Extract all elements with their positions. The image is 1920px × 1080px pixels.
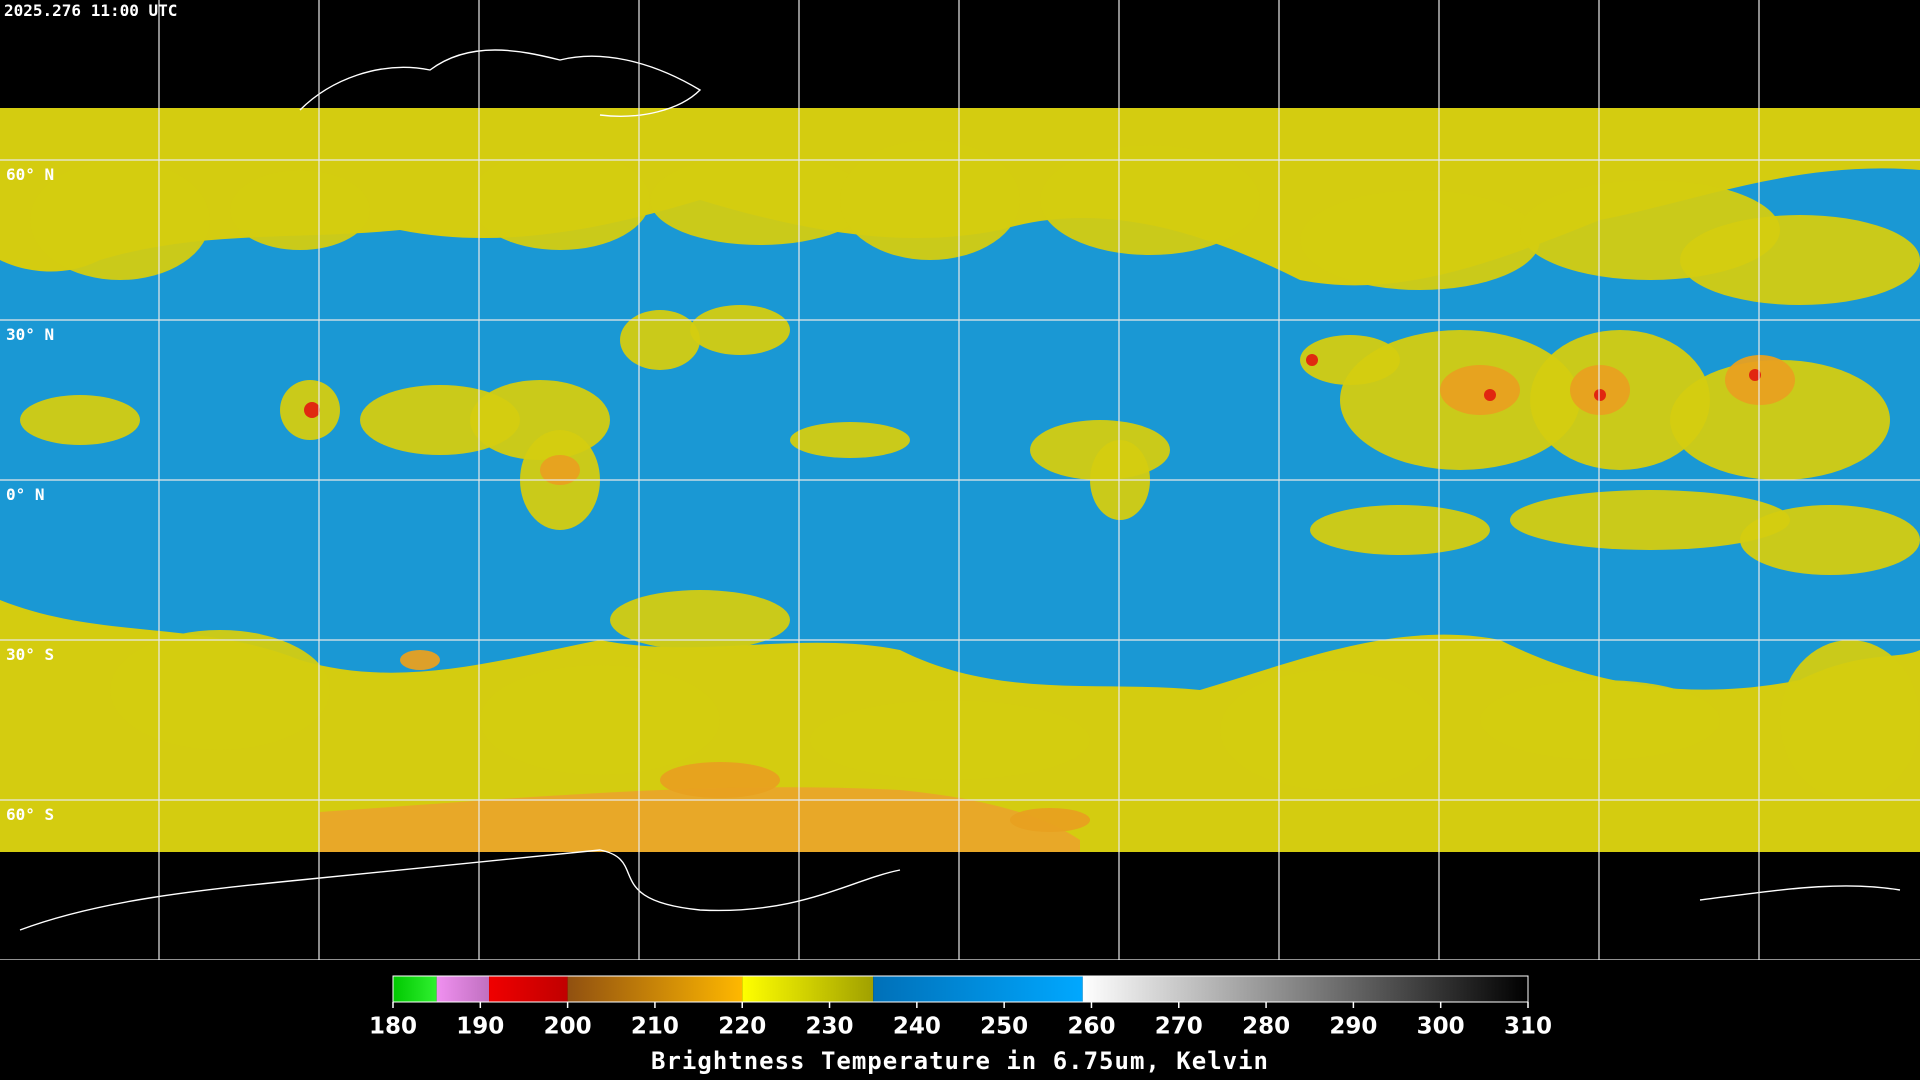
polar-no-data-north	[0, 0, 1920, 108]
colorbar-tick-label: 300	[1417, 1014, 1465, 1040]
cloud-feature	[620, 310, 700, 370]
latitude-label: 60° N	[6, 165, 54, 184]
cloud-feature	[1780, 640, 1920, 800]
colorbar-tick-label: 220	[718, 1014, 766, 1040]
cloud-feature	[1510, 490, 1790, 550]
cloud-feature	[400, 650, 440, 670]
cloud-feature	[1749, 369, 1761, 381]
cloud-feature	[660, 762, 780, 798]
cloud-feature	[810, 700, 1090, 780]
colorbar-segment	[742, 976, 874, 1002]
coastlines	[19, 49, 1901, 931]
colorbar-tick-label: 250	[980, 1014, 1028, 1040]
colorbar-segment	[1082, 976, 1528, 1002]
cloud-feature	[1594, 389, 1606, 401]
timestamp: 2025.276 11:00 UTC	[4, 1, 177, 20]
colorbar-tick-label: 210	[631, 1014, 679, 1040]
cloud-feature	[1010, 808, 1090, 832]
latitude-labels: 60° N 30° N 0° N 30° S 60° S	[6, 165, 54, 824]
colorbar-tick-label: 260	[1067, 1014, 1115, 1040]
colorbar-frame	[392, 975, 1529, 1003]
cloud-feature	[1310, 505, 1490, 555]
latitude-label: 30° N	[6, 325, 54, 344]
cloud-feature	[1300, 190, 1540, 290]
cloud-feature	[480, 665, 720, 775]
cloud-feature	[30, 160, 210, 280]
colorbar-segment	[489, 976, 568, 1002]
colorbar: 180 190 200 210 220 230 240 250 260 270 280 290 300 3…	[369, 975, 1552, 1040]
cloud-feature	[1725, 355, 1795, 405]
cloud-feature	[1484, 389, 1496, 401]
colorbar-segment	[393, 976, 437, 1002]
colorbar-tick-label: 310	[1504, 1014, 1552, 1040]
cloud-feature	[840, 140, 1020, 260]
cloud-feature	[1440, 365, 1520, 415]
cloud-feature	[470, 150, 650, 250]
colorbar-tick-label: 270	[1155, 1014, 1203, 1040]
cloud-feature	[1220, 670, 1440, 790]
latitude-label: 0° N	[6, 485, 45, 504]
cloud-feature	[1670, 360, 1890, 480]
colorbar-segment	[873, 976, 1083, 1002]
latitude-label: 60° S	[6, 805, 54, 824]
colorbar-segment	[567, 976, 743, 1002]
colorbar-segment	[436, 976, 490, 1002]
cloud-feature	[20, 395, 140, 445]
cloud-feature	[690, 305, 790, 355]
cloud-feature	[790, 422, 910, 458]
cloud-feature	[1680, 215, 1920, 305]
colorbar-tick-label: 290	[1329, 1014, 1377, 1040]
colorbar-tick-label: 190	[456, 1014, 504, 1040]
cloud-feature	[1306, 354, 1318, 366]
cloud-feature	[610, 590, 790, 650]
colorbar-tick-label: 280	[1242, 1014, 1290, 1040]
cloud-feature	[1740, 505, 1920, 575]
antarctica-outline-east	[1699, 885, 1901, 901]
cloud-feature	[1480, 680, 1720, 760]
cloud-feature	[1040, 145, 1260, 255]
cloud-feature	[304, 402, 320, 418]
antarctica-outline	[19, 849, 901, 931]
southern-cold-band	[320, 787, 1080, 852]
greenland-outline	[299, 49, 702, 117]
latitude-label: 30° S	[6, 645, 54, 664]
cloud-feature	[110, 630, 330, 750]
colorbar-tick-label: 240	[893, 1014, 941, 1040]
cloud-feature	[540, 455, 580, 485]
cloud-feature	[650, 155, 870, 245]
polar-no-data-south	[0, 852, 1920, 960]
colorbar-tick-label: 230	[806, 1014, 854, 1040]
colorbar-tick-label: 200	[544, 1014, 592, 1040]
cloud-feature	[230, 170, 370, 250]
colorbar-tick-label: 180	[369, 1014, 417, 1040]
colorbar-title: Brightness Temperature in 6.75um, Kelvin	[651, 1047, 1269, 1075]
